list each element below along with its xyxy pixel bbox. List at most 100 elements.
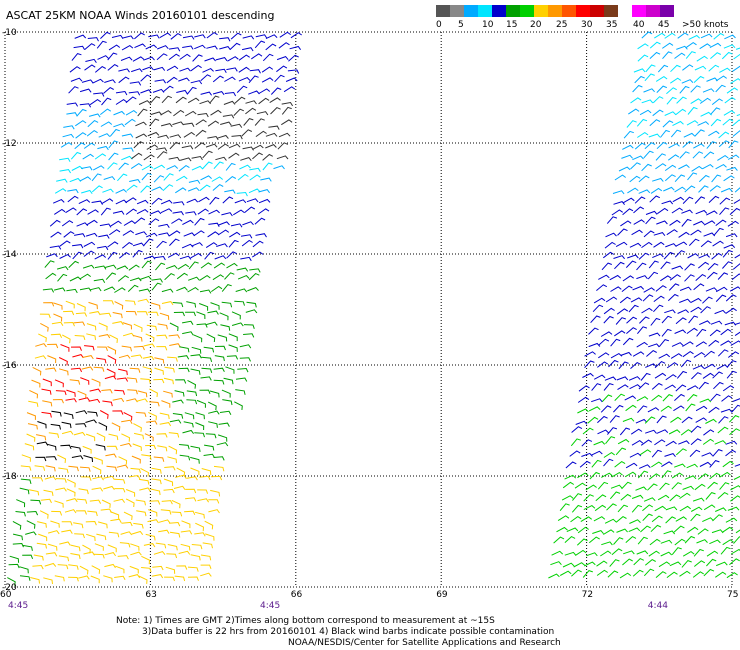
wind-barb bbox=[675, 108, 687, 116]
wind-barb bbox=[255, 233, 267, 238]
wind-barb bbox=[715, 294, 727, 302]
wind-barb bbox=[196, 399, 206, 408]
wind-barb bbox=[190, 368, 201, 375]
wind-barb bbox=[643, 497, 656, 502]
wind-barb bbox=[42, 378, 52, 387]
wind-barb bbox=[43, 302, 55, 307]
wind-barb bbox=[569, 450, 581, 457]
wind-barb bbox=[632, 84, 643, 93]
wind-barb bbox=[622, 417, 635, 422]
wind-barb bbox=[687, 172, 698, 181]
wind-barb bbox=[157, 45, 169, 50]
wind-barb bbox=[183, 421, 194, 428]
note-line-2: 3)Data buffer is 22 hrs from 20160101 4)… bbox=[142, 627, 555, 637]
wind-barb bbox=[629, 519, 641, 524]
wind-barb bbox=[85, 58, 97, 63]
wind-barb bbox=[709, 42, 722, 49]
wind-barb bbox=[626, 120, 637, 128]
wind-barb bbox=[88, 398, 101, 403]
wind-barb bbox=[265, 132, 278, 137]
wind-barb bbox=[722, 118, 734, 126]
wind-barb bbox=[614, 174, 626, 181]
wind-barb bbox=[156, 151, 168, 159]
wind-barb bbox=[693, 560, 706, 567]
wind-barb bbox=[66, 102, 79, 107]
wind-barb bbox=[611, 471, 623, 478]
wind-barb bbox=[61, 430, 74, 435]
wind-barb bbox=[141, 164, 154, 171]
wind-barb bbox=[210, 109, 222, 116]
wind-barb bbox=[179, 53, 191, 60]
wind-barb bbox=[226, 251, 237, 259]
wind-barb bbox=[716, 364, 729, 370]
wind-barb bbox=[649, 51, 661, 59]
wind-barb bbox=[148, 218, 160, 225]
wind-barb bbox=[153, 456, 165, 462]
wind-barb bbox=[243, 118, 254, 126]
legend-swatch bbox=[534, 5, 548, 17]
wind-barb bbox=[684, 535, 696, 544]
wind-barb bbox=[224, 76, 236, 82]
wind-barb bbox=[664, 111, 677, 116]
wind-barb bbox=[211, 285, 223, 293]
wind-barb bbox=[187, 576, 199, 581]
wind-barb bbox=[614, 330, 626, 337]
wind-barb bbox=[724, 34, 736, 40]
wind-barb bbox=[45, 456, 57, 461]
wind-barb bbox=[242, 35, 255, 40]
wind-barb bbox=[69, 66, 81, 73]
wind-barb bbox=[151, 282, 162, 291]
wind-barb bbox=[25, 531, 37, 536]
wind-barb bbox=[695, 341, 707, 348]
wind-barb bbox=[629, 384, 641, 390]
wind-barb bbox=[729, 428, 740, 436]
wind-barb bbox=[63, 321, 75, 327]
legend-label: 45 bbox=[658, 20, 670, 30]
wind-barb bbox=[184, 510, 196, 516]
wind-barb bbox=[641, 163, 652, 172]
wind-barb bbox=[151, 574, 164, 579]
wind-barb bbox=[133, 432, 144, 440]
wind-barb bbox=[678, 164, 690, 170]
wind-barb bbox=[208, 222, 220, 227]
wind-barb bbox=[598, 352, 610, 359]
wind-barb bbox=[242, 146, 254, 151]
wind-barb bbox=[650, 187, 663, 194]
wind-barb bbox=[98, 422, 108, 431]
wind-barb bbox=[117, 275, 129, 282]
wind-barb bbox=[582, 427, 594, 435]
wind-barb bbox=[133, 423, 142, 432]
wind-barb bbox=[176, 286, 188, 292]
wind-barb bbox=[681, 416, 693, 424]
wind-barb bbox=[127, 284, 139, 292]
wind-barb bbox=[225, 366, 235, 374]
wind-barb bbox=[191, 544, 203, 550]
wind-barb bbox=[132, 56, 145, 62]
wind-barb bbox=[611, 209, 623, 216]
wind-barb bbox=[97, 521, 108, 529]
wind-barb bbox=[674, 186, 686, 193]
wind-barb bbox=[686, 463, 698, 469]
wind-barb bbox=[729, 415, 740, 423]
wind-barb bbox=[100, 312, 112, 318]
wind-barb bbox=[717, 426, 729, 434]
wind-barb bbox=[60, 344, 70, 352]
wind-barb bbox=[627, 254, 639, 259]
wind-barb bbox=[206, 333, 216, 343]
wind-barb bbox=[137, 108, 148, 117]
wind-barb bbox=[668, 154, 680, 161]
wind-barb bbox=[245, 309, 258, 314]
wind-barb bbox=[29, 489, 40, 496]
wind-barb bbox=[585, 484, 597, 491]
wind-barb bbox=[606, 503, 617, 511]
wind-barb bbox=[169, 521, 181, 527]
wind-barb bbox=[107, 63, 119, 71]
wind-barb bbox=[37, 421, 47, 429]
wind-barb bbox=[577, 472, 589, 479]
wind-barb bbox=[670, 64, 681, 73]
wind-barb bbox=[640, 372, 651, 381]
wind-barb bbox=[66, 478, 76, 488]
wind-barb bbox=[89, 388, 102, 393]
wind-barb bbox=[169, 531, 181, 538]
